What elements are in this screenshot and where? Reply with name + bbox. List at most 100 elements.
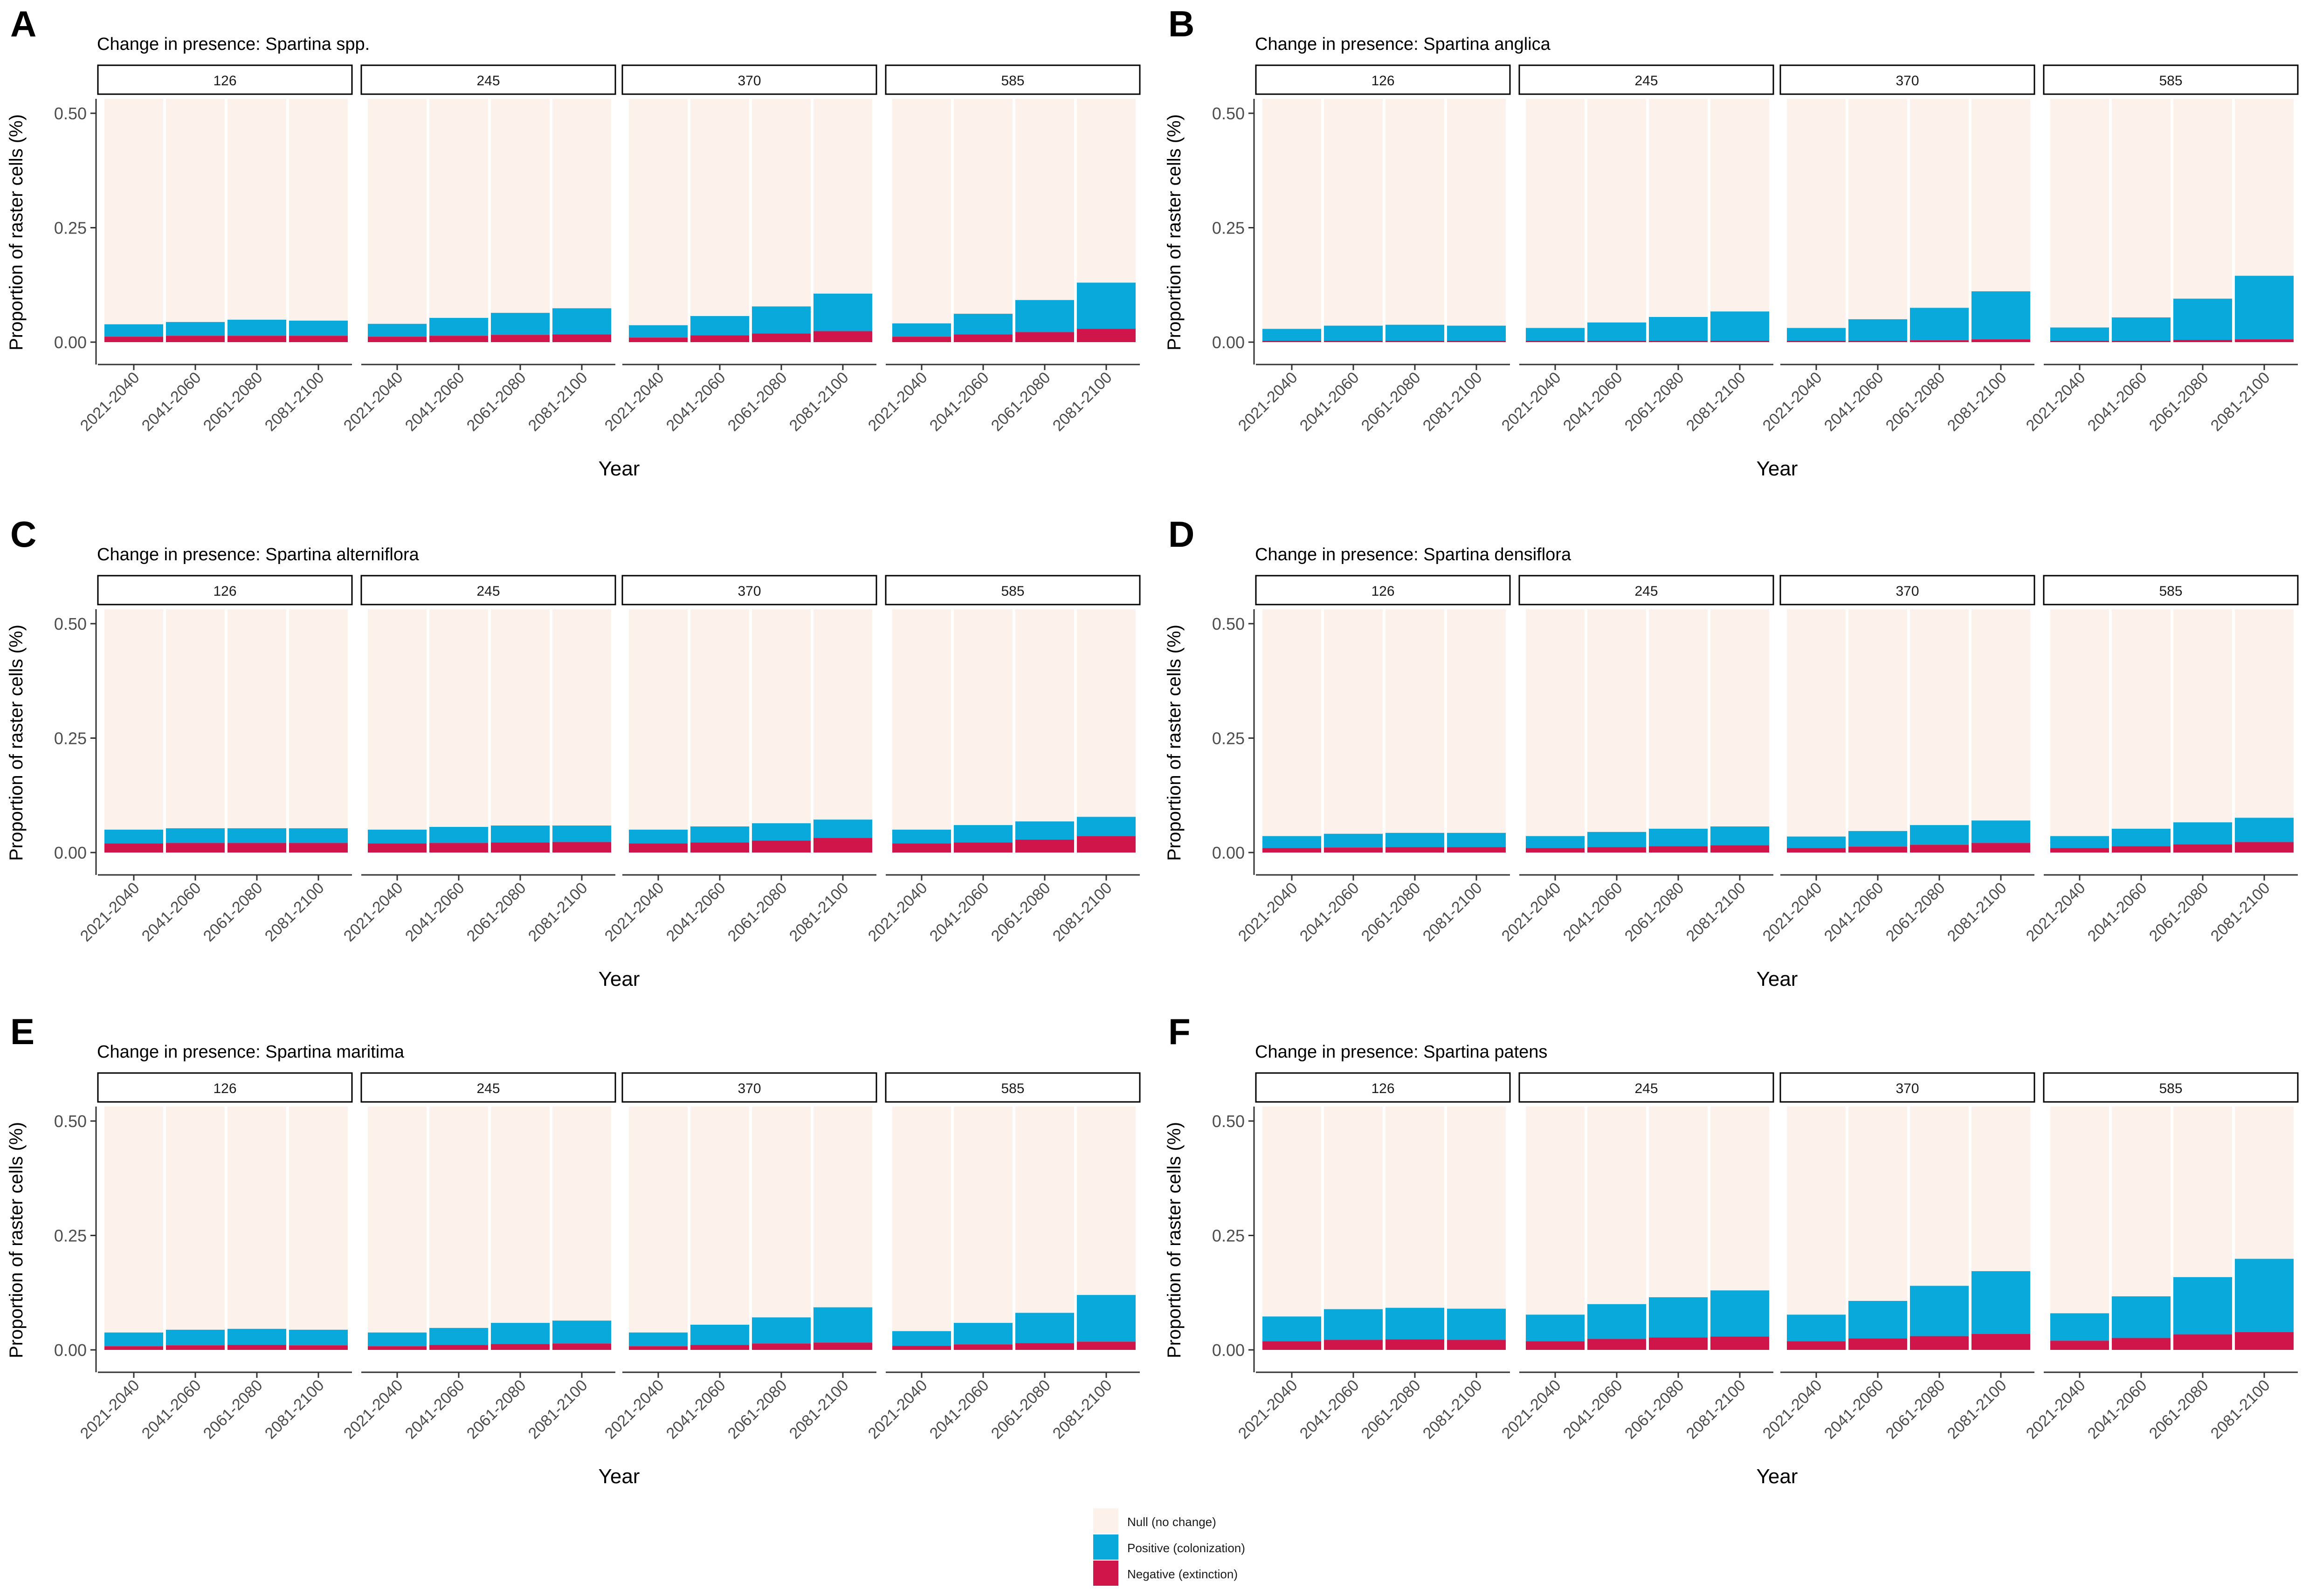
y-tick-label: 0.00 (1212, 1341, 1245, 1360)
bar-negative (552, 1343, 611, 1350)
bar-negative (2112, 846, 2171, 853)
panel-title: Change in presence: Spartina densiflora (1255, 545, 1571, 564)
bar-null (2235, 609, 2294, 818)
bar-negative (104, 1346, 163, 1350)
bar-positive (429, 1328, 488, 1345)
bar-positive (2235, 275, 2294, 340)
bar-negative (1447, 847, 1506, 853)
bar-null (1649, 99, 1708, 317)
bar-positive (1385, 324, 1444, 341)
y-tick-label: 0.50 (1212, 104, 1245, 123)
facet-label: 370 (1895, 1081, 1919, 1096)
facet-label: 585 (2159, 584, 2182, 599)
x-tick-label: 2021-2040 (1235, 879, 1301, 945)
x-tick-label: 2061-2080 (1358, 1376, 1424, 1443)
bar-negative (104, 337, 163, 342)
x-tick-label: 2041-2060 (1821, 369, 1887, 435)
bar-positive (1015, 300, 1074, 332)
bar-null (1848, 99, 1907, 319)
panel-title: Change in presence: Spartina alterniflor… (97, 545, 420, 564)
bar-null (2112, 99, 2171, 317)
bar-null (368, 609, 427, 830)
bar-negative (2235, 842, 2294, 853)
x-tick-label: 2081-2100 (1683, 879, 1749, 945)
bar-null (892, 609, 951, 830)
bar-positive (1015, 1313, 1074, 1343)
y-tick-label: 0.00 (1212, 843, 1245, 862)
bar-null (227, 609, 286, 828)
bar-null (1710, 609, 1769, 827)
facet-label: 126 (1371, 584, 1394, 599)
bar-negative (1015, 1343, 1074, 1350)
bar-null (1385, 99, 1444, 325)
bar-null (2173, 1107, 2232, 1277)
bar-null (1710, 1107, 1769, 1291)
bar-null (1447, 609, 1506, 833)
x-tick-label: 2021-2040 (1759, 879, 1826, 945)
y-tick-label: 0.00 (54, 843, 87, 862)
x-tick-label: 2041-2060 (2084, 369, 2150, 435)
bar-positive (813, 1307, 872, 1343)
bar-positive (1526, 836, 1585, 848)
bar-null (1971, 609, 2030, 821)
facet-label: 370 (738, 584, 761, 599)
bar-negative (1710, 1336, 1769, 1350)
bar-negative (1077, 1341, 1136, 1350)
x-tick-label: 2081-2100 (786, 879, 852, 945)
facet-label: 126 (213, 584, 236, 599)
bar-null (1787, 1107, 1846, 1315)
x-tick-label: 2021-2040 (865, 369, 931, 435)
bar-null (166, 1107, 225, 1330)
bar-null (552, 1107, 611, 1321)
bar-positive (2112, 828, 2171, 846)
bar-negative (1910, 845, 1969, 853)
bar-positive (1848, 1300, 1907, 1339)
bar-null (954, 99, 1013, 314)
legend-label: Null (no change) (1127, 1515, 1216, 1529)
bar-null (1015, 99, 1074, 300)
x-tick-label: 2021-2040 (1235, 1376, 1301, 1443)
bar-negative (2173, 1334, 2232, 1350)
x-tick-label: 2081-2100 (525, 879, 591, 945)
bar-null (892, 1107, 951, 1331)
panel-letter: C (10, 514, 36, 555)
bar-null (1262, 1107, 1321, 1317)
bar-positive (1077, 282, 1136, 329)
bar-null (1447, 99, 1506, 326)
bar-positive (1385, 832, 1444, 847)
bar-positive (552, 308, 611, 335)
x-tick-label: 2061-2080 (988, 879, 1054, 945)
bar-positive (1787, 328, 1846, 341)
bar-null (1324, 99, 1383, 326)
x-tick-label: 2061-2080 (200, 1376, 266, 1443)
bar-positive (1971, 291, 2030, 340)
facet-label: 370 (1895, 73, 1919, 89)
bar-negative (954, 1344, 1013, 1350)
x-tick-label: 2041-2060 (1560, 1376, 1626, 1443)
bar-positive (2050, 327, 2109, 341)
x-tick-label: 2041-2060 (926, 369, 993, 435)
bar-negative (1971, 339, 2030, 342)
bar-negative (491, 335, 550, 342)
x-axis-label: Year (599, 457, 640, 480)
bar-negative (1587, 1339, 1646, 1350)
x-tick-label: 2081-2100 (262, 1376, 328, 1443)
x-tick-label: 2061-2080 (463, 369, 530, 435)
panel-title: Change in presence: Spartina patens (1255, 1042, 1547, 1062)
bar-positive (552, 826, 611, 842)
bar-null (1262, 609, 1321, 836)
bar-null (1971, 99, 2030, 291)
y-tick-label: 0.25 (54, 1226, 87, 1245)
bar-null (1324, 609, 1383, 834)
y-axis-label: Proportion of raster cells (%) (6, 625, 27, 861)
bar-null (2173, 99, 2232, 299)
x-tick-label: 2081-2100 (1420, 369, 1486, 435)
x-tick-label: 2061-2080 (2146, 1376, 2212, 1443)
bar-positive (1526, 328, 1585, 341)
bar-positive (1587, 322, 1646, 341)
y-tick-label: 0.00 (54, 1341, 87, 1360)
bar-negative (1848, 846, 1907, 853)
legend-key-negative (1093, 1561, 1118, 1586)
